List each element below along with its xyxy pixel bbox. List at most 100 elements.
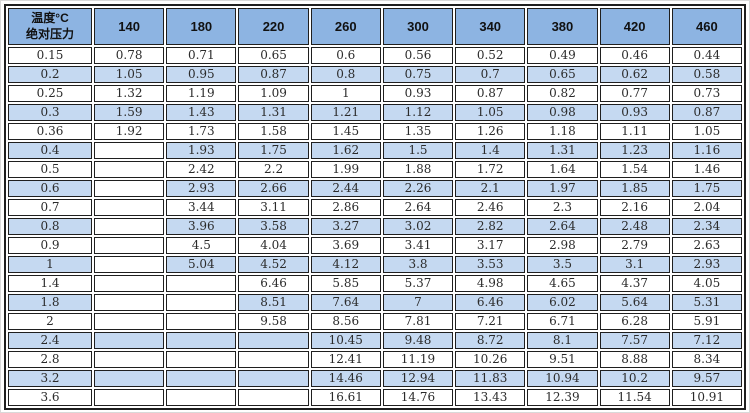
value-cell: 1.62 <box>310 142 381 159</box>
value-cell: 0.71 <box>166 47 237 64</box>
value-cell: 3.69 <box>310 237 381 254</box>
value-cell: 4.04 <box>238 237 309 254</box>
value-cell <box>94 256 165 273</box>
value-cell: 1.59 <box>94 104 165 121</box>
value-cell: 4.52 <box>238 256 309 273</box>
value-cell: 1.93 <box>166 142 237 159</box>
value-cell <box>94 389 165 406</box>
value-cell <box>94 370 165 387</box>
column-header-temperature: 380 <box>527 8 598 45</box>
value-cell: 7.64 <box>310 294 381 311</box>
value-cell: 6.46 <box>455 294 526 311</box>
value-cell: 1.21 <box>310 104 381 121</box>
column-header-temperature: 340 <box>455 8 526 45</box>
value-cell <box>166 370 237 387</box>
table-row: 3.2 14.46 12.94 11.83 10.94 10.2 9.57 <box>8 370 742 387</box>
value-cell: 0.73 <box>671 85 742 102</box>
value-cell: 1.45 <box>310 123 381 140</box>
value-cell: 0.65 <box>238 47 309 64</box>
column-header-temperature: 420 <box>599 8 670 45</box>
table-row: 1.8 8.51 7.64 7 6.46 6.02 5.64 5.31 <box>8 294 742 311</box>
value-cell: 9.57 <box>671 370 742 387</box>
value-cell: 1.09 <box>238 85 309 102</box>
value-cell: 0.58 <box>671 66 742 83</box>
row-label-pressure: 0.6 <box>8 180 92 197</box>
value-cell: 1.85 <box>599 180 670 197</box>
value-cell <box>166 294 237 311</box>
value-cell: 4.65 <box>527 275 598 292</box>
value-cell: 1.23 <box>599 142 670 159</box>
value-cell: 1.26 <box>455 123 526 140</box>
value-cell: 2.46 <box>455 199 526 216</box>
value-cell: 1.32 <box>94 85 165 102</box>
value-cell: 3.1 <box>599 256 670 273</box>
value-cell: 0.62 <box>599 66 670 83</box>
table-body: 0.15 0.78 0.71 0.65 0.6 0.56 0.52 0.49 0.46 0.44 0… <box>8 47 742 406</box>
value-cell: 12.41 <box>310 351 381 368</box>
header-row: 温度°C 绝对压力 140 180 220 260 300 340 380 420 460 <box>8 8 742 45</box>
value-cell: 12.94 <box>382 370 454 387</box>
value-cell: 2.63 <box>671 237 742 254</box>
value-cell: 3.58 <box>238 218 309 235</box>
value-cell: 1.35 <box>382 123 454 140</box>
corner-pressure-label: 绝对压力 <box>25 26 74 41</box>
value-cell <box>94 294 165 311</box>
value-cell: 0.44 <box>671 47 742 64</box>
value-cell: 4.37 <box>599 275 670 292</box>
value-cell: 0.65 <box>527 66 598 83</box>
table-row: 0.9 4.5 4.04 3.69 3.41 3.17 2.98 2.79 2.63 <box>8 237 742 254</box>
value-cell: 8.34 <box>671 351 742 368</box>
value-cell <box>166 389 237 406</box>
column-header-temperature: 140 <box>94 8 165 45</box>
value-cell: 2.66 <box>238 180 309 197</box>
table-row: 2 9.58 8.56 7.81 7.21 6.71 6.28 5.91 <box>8 313 742 330</box>
row-label-pressure: 1.4 <box>8 275 92 292</box>
value-cell: 2.3 <box>527 199 598 216</box>
value-cell: 10.45 <box>310 332 381 349</box>
value-cell: 0.93 <box>382 85 454 102</box>
value-cell <box>238 332 309 349</box>
value-cell: 3.96 <box>166 218 237 235</box>
value-cell: 6.46 <box>238 275 309 292</box>
value-cell: 3.5 <box>527 256 598 273</box>
value-cell <box>166 313 237 330</box>
value-cell: 0.6 <box>310 47 381 64</box>
row-label-pressure: 0.36 <box>8 123 92 140</box>
value-cell: 3.02 <box>382 218 454 235</box>
value-cell <box>94 142 165 159</box>
value-cell: 7.81 <box>382 313 454 330</box>
value-cell: 4.12 <box>310 256 381 273</box>
value-cell <box>238 351 309 368</box>
value-cell: 14.46 <box>310 370 381 387</box>
value-cell: 5.37 <box>382 275 454 292</box>
value-cell: 1.05 <box>671 123 742 140</box>
value-cell: 2.2 <box>238 161 309 178</box>
value-cell <box>94 199 165 216</box>
value-cell: 1.05 <box>94 66 165 83</box>
value-cell: 4.5 <box>166 237 237 254</box>
value-cell <box>94 161 165 178</box>
value-cell: 0.87 <box>455 85 526 102</box>
value-cell: 2.48 <box>599 218 670 235</box>
value-cell: 1.16 <box>671 142 742 159</box>
column-header-temperature: 220 <box>238 8 309 45</box>
value-cell: 11.19 <box>382 351 454 368</box>
row-label-pressure: 0.5 <box>8 161 92 178</box>
value-cell: 1.46 <box>671 161 742 178</box>
column-header-temperature: 300 <box>382 8 454 45</box>
value-cell: 0.95 <box>166 66 237 83</box>
value-cell: 0.46 <box>599 47 670 64</box>
value-cell: 5.64 <box>599 294 670 311</box>
value-cell: 1.43 <box>166 104 237 121</box>
value-cell: 3.17 <box>455 237 526 254</box>
value-cell: 1.75 <box>238 142 309 159</box>
value-cell <box>94 218 165 235</box>
value-cell: 2.04 <box>671 199 742 216</box>
value-cell <box>94 180 165 197</box>
column-header-temperature: 180 <box>166 8 237 45</box>
row-label-pressure: 0.25 <box>8 85 92 102</box>
value-cell: 1.92 <box>94 123 165 140</box>
table-row: 2.8 12.41 11.19 10.26 9.51 8.88 8.34 <box>8 351 742 368</box>
pressure-temperature-table: 温度°C 绝对压力 140 180 220 260 300 340 380 420 460 0.… <box>4 4 746 410</box>
table-header: 温度°C 绝对压力 140 180 220 260 300 340 380 420 460 <box>8 8 742 45</box>
